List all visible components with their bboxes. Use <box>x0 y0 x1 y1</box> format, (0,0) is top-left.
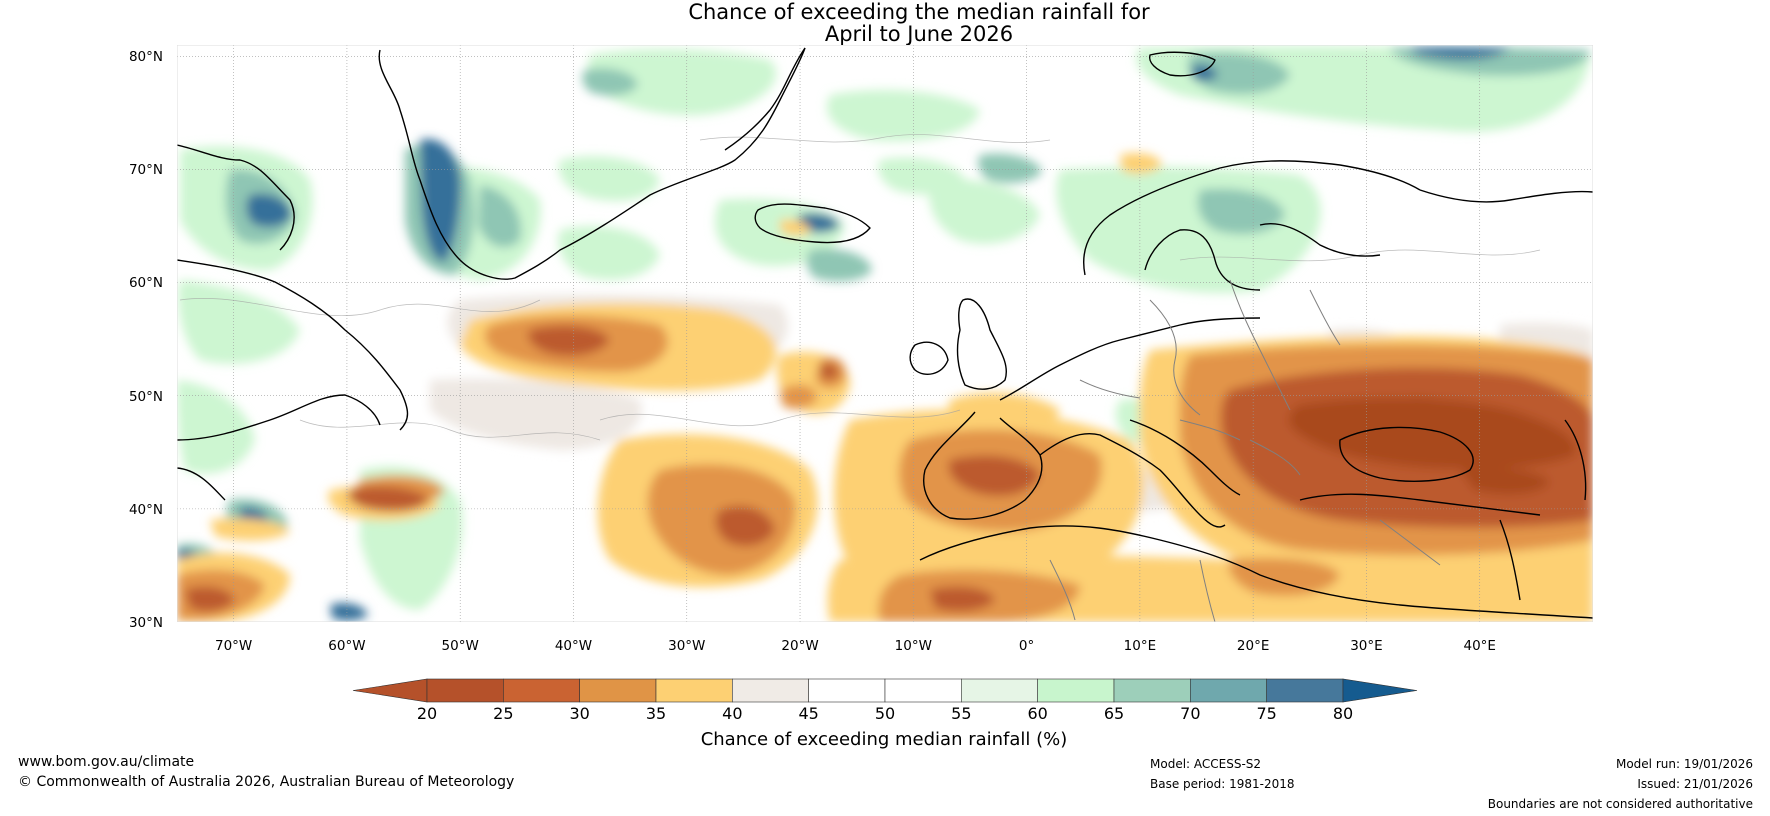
country-borders <box>1049 279 1441 622</box>
contour-lines <box>179 134 1541 441</box>
colorbar-tick-label: 35 <box>646 704 666 723</box>
coastlines <box>177 47 1593 619</box>
colorbar-segment <box>655 678 733 703</box>
colorbar-segment <box>808 678 886 703</box>
lon-label: 30°E <box>1350 638 1382 654</box>
colorbar-tick-label: 80 <box>1333 704 1353 723</box>
colorbar-tick-label: 75 <box>1256 704 1276 723</box>
lat-label-60: 60°N <box>129 275 163 291</box>
colorbar-tick-label: 65 <box>1104 704 1124 723</box>
colorbar-tick-label: 30 <box>569 704 589 723</box>
lon-label: 10°W <box>895 638 932 654</box>
colorbar-tick-label: 50 <box>875 704 895 723</box>
footer-disclaimer: Boundaries are not considered authoritat… <box>1487 797 1753 811</box>
footer-issued: Issued: 21/01/2026 <box>1637 777 1753 791</box>
colorbar-tick-label: 60 <box>1027 704 1047 723</box>
colorbar-segment <box>1190 678 1267 703</box>
title-line-1: Chance of exceeding the median rainfall … <box>688 0 1150 24</box>
map-panel <box>177 45 1593 622</box>
colorbar-tick-label: 40 <box>722 704 742 723</box>
lon-label: 30°W <box>668 638 705 654</box>
colorbar-segment <box>503 678 580 703</box>
colorbar-segment <box>1266 678 1344 703</box>
colorbar-segment <box>1037 678 1115 703</box>
lon-label: 70°W <box>215 638 252 654</box>
colorbar-tick-label: 70 <box>1180 704 1200 723</box>
lon-label: 60°W <box>328 638 365 654</box>
colorbar: 20 25 30 35 40 45 50 55 60 65 70 75 80 <box>352 678 1418 723</box>
colorbar-tick-label: 25 <box>493 704 513 723</box>
colorbar-label: Chance of exceeding median rainfall (%) <box>701 729 1068 750</box>
graticule <box>177 45 1593 622</box>
lon-label: 20°E <box>1237 638 1269 654</box>
lat-label-70: 70°N <box>129 162 163 178</box>
lon-label: 40°W <box>555 638 592 654</box>
colorbar-segment <box>1113 678 1191 703</box>
latitude-tick-labels: 80°N 70°N 60°N 50°N 40°N 30°N <box>129 49 163 631</box>
colorbar-tick-label: 55 <box>951 704 971 723</box>
footer-url[interactable]: www.bom.gov.au/climate <box>18 754 195 770</box>
footer-model-run: Model run: 19/01/2026 <box>1615 757 1753 771</box>
lon-label: 20°W <box>781 638 818 654</box>
title-line-2: April to June 2026 <box>824 22 1014 46</box>
colorbar-segment <box>961 678 1038 703</box>
colorbar-extend-low <box>352 678 428 703</box>
colorbar-extend-high <box>1342 678 1418 703</box>
lon-label: 0° <box>1019 638 1034 654</box>
lat-label-40: 40°N <box>129 502 163 518</box>
lat-label-30: 30°N <box>129 615 163 631</box>
footer-base-period: Base period: 1981-2018 <box>1150 777 1295 791</box>
lon-label: 10°E <box>1124 638 1156 654</box>
lon-label: 50°W <box>442 638 479 654</box>
lon-label: 40°E <box>1463 638 1495 654</box>
colorbar-tick-label: 45 <box>798 704 818 723</box>
colorbar-segment <box>884 678 962 703</box>
colorbar-segment <box>426 678 504 703</box>
colorbar-tick-label: 20 <box>417 704 437 723</box>
colorbar-segment <box>732 678 809 703</box>
footer-model: Model: ACCESS-S2 <box>1150 757 1262 771</box>
longitude-tick-labels: 70°W 60°W 50°W 40°W 30°W 20°W 10°W 0° 10°E 20°E 30… <box>215 638 1496 654</box>
colorbar-segment <box>579 678 657 703</box>
lat-label-50: 50°N <box>129 389 163 405</box>
footer-copyright: © Commonwealth of Australia 2026, Austra… <box>18 774 515 790</box>
lat-label-80: 80°N <box>129 49 163 65</box>
